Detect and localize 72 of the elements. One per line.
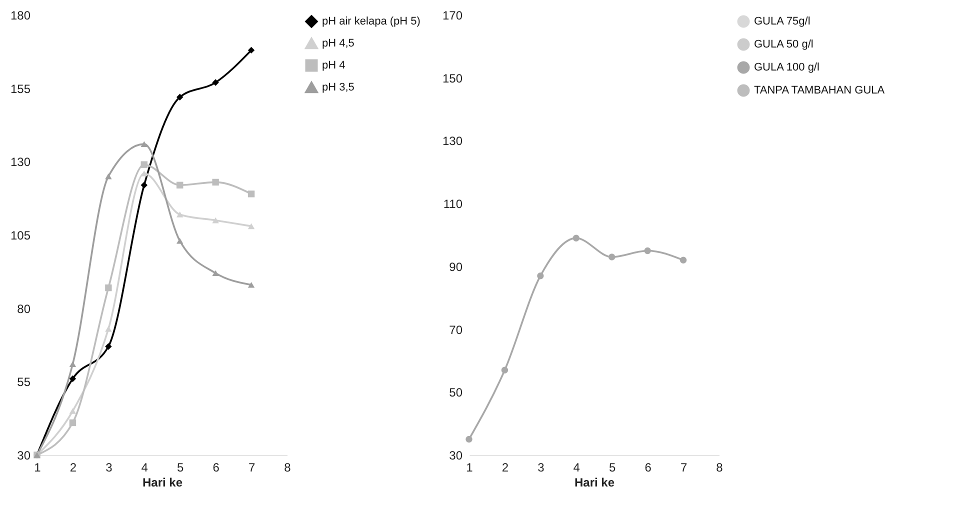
x-axis-title: Hari ke <box>574 476 615 490</box>
point <box>176 94 184 100</box>
legend-label: pH 3,5 <box>322 82 354 94</box>
x-tick-label: 3 <box>106 460 113 474</box>
y-tick-label: 50 <box>449 386 463 400</box>
point <box>69 419 76 426</box>
y-tick-label: 150 <box>442 71 463 86</box>
point <box>105 173 112 180</box>
x-tick-label: 7 <box>680 460 688 474</box>
legend-label: TANPA TAMBAHAN GULA <box>754 84 886 96</box>
point <box>248 223 255 230</box>
y-tick-label: 170 <box>442 8 463 22</box>
point <box>248 46 255 54</box>
point <box>176 212 184 218</box>
point <box>644 247 651 254</box>
point <box>608 254 616 260</box>
point <box>176 182 184 188</box>
point <box>105 343 112 350</box>
x-tick-label: 7 <box>248 460 256 474</box>
point <box>248 282 255 288</box>
x-axis-title: Hari ke <box>142 476 183 490</box>
point <box>680 256 687 264</box>
x-tick-label: 4 <box>573 460 580 474</box>
point <box>69 375 76 382</box>
x-tick-label: 3 <box>538 460 545 474</box>
legend-label: pH 4,5 <box>322 38 354 50</box>
legend-label: GULA 50 g/l <box>754 38 814 50</box>
x-tick-label: 1 <box>466 460 474 474</box>
point <box>140 141 148 147</box>
x-tick-label: 5 <box>609 460 616 474</box>
point <box>572 234 580 242</box>
point <box>140 170 148 176</box>
point <box>212 178 219 186</box>
y-tick-label: 155 <box>10 82 31 96</box>
point <box>466 436 472 443</box>
x-tick-label: 2 <box>70 460 77 474</box>
point <box>248 190 255 198</box>
y-tick-label: 130 <box>442 134 463 148</box>
y-tick-label: 110 <box>443 197 463 212</box>
legend-label: GULA 75g/l <box>754 16 810 28</box>
y-tick-label: 105 <box>10 228 31 242</box>
point <box>537 272 544 280</box>
x-tick-label: 5 <box>177 460 184 474</box>
x-tick-label: 8 <box>716 460 724 474</box>
legend-label: pH 4 <box>322 60 346 72</box>
y-tick-label: 80 <box>17 302 31 316</box>
point <box>69 361 76 367</box>
point <box>501 366 508 374</box>
y-tick-label: 55 <box>17 375 31 390</box>
x-tick-label: 2 <box>502 460 509 474</box>
y-tick-label: 30 <box>17 448 31 462</box>
point <box>140 161 148 168</box>
y-tick-label: 130 <box>10 155 31 170</box>
point <box>105 326 112 332</box>
x-tick-label: 4 <box>141 460 148 474</box>
legend-label: pH air kelapa (pH 5) <box>322 16 420 28</box>
point <box>212 217 219 224</box>
point <box>176 238 184 244</box>
point <box>69 408 76 414</box>
x-tick-label: 6 <box>212 460 220 474</box>
point <box>105 284 112 292</box>
x-tick-label: 6 <box>644 460 652 474</box>
y-tick-label: 30 <box>449 448 463 462</box>
x-tick-label: 1 <box>34 460 42 474</box>
y-tick-label: 90 <box>449 260 463 274</box>
y-tick-label: 180 <box>10 8 31 22</box>
point <box>212 270 219 276</box>
x-tick-label: 8 <box>284 460 292 474</box>
y-tick-label: 70 <box>449 322 463 337</box>
point <box>140 182 148 188</box>
legend-label: GULA 100 g/l <box>754 62 820 74</box>
point <box>212 79 219 86</box>
